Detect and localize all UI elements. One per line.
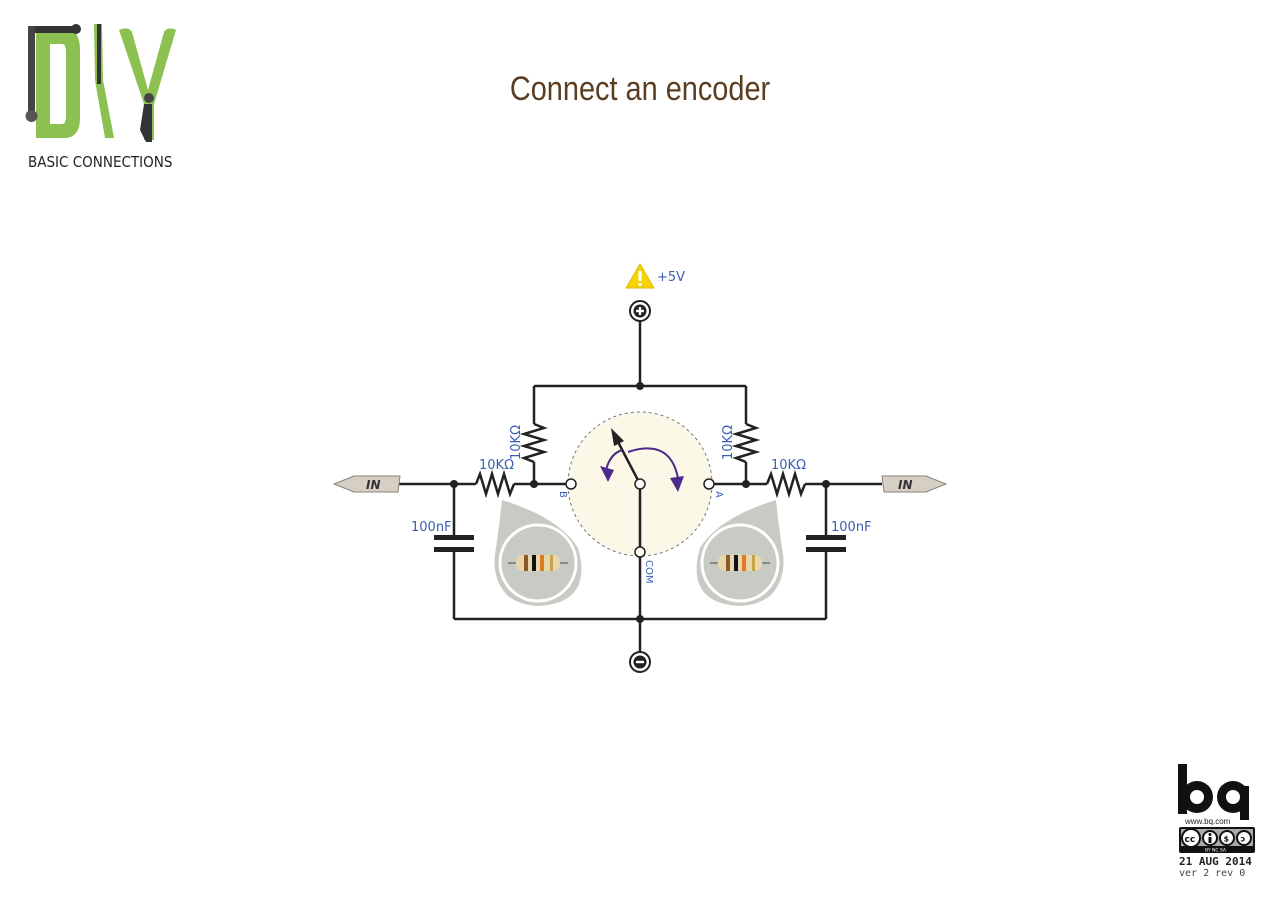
diy-tools-icon [25, 24, 176, 142]
warning-icon [625, 263, 655, 289]
svg-text:BY NC SA: BY NC SA [1205, 848, 1227, 854]
input-arrow-right: IN [881, 475, 948, 493]
logo-subtitle: BASIC CONNECTIONS [28, 153, 173, 171]
input-arrow-left: IN [332, 475, 401, 493]
svg-text:$: $ [1224, 835, 1230, 844]
plus-terminal-icon [629, 300, 651, 322]
svg-text:IN: IN [366, 478, 381, 492]
cap-right-label: 100nF [831, 520, 872, 535]
diy-logo: BASIC CONNECTIONS [24, 20, 184, 180]
svg-text:cc: cc [1185, 835, 1196, 845]
release-date: 21 AUG 2014 [1179, 855, 1252, 868]
bq-url: www.bq.com [1185, 817, 1231, 826]
pullup-right-label: 10KΩ [721, 425, 736, 460]
version-label: ver 2 rev 0 [1179, 868, 1246, 879]
cc-license-icon: cc $ ↄ BY NC SA [1179, 827, 1255, 853]
svg-text:ↄ: ↄ [1241, 835, 1246, 844]
series-resistor-right-label: 10KΩ [771, 458, 806, 473]
pin-b-label: B [557, 491, 568, 498]
resistor-callout-right [696, 500, 784, 606]
supply-label: +5V [657, 270, 685, 285]
pin-a-label: A [713, 491, 724, 498]
series-resistor-left-label: 10KΩ [479, 458, 514, 473]
pullup-left-label: 10KΩ [509, 425, 524, 460]
bq-footer: www.bq.com cc $ ↄ BY NC SA 21 AUG 2014 v… [1170, 760, 1265, 885]
svg-text:IN: IN [898, 478, 913, 492]
pin-com-label: COM [643, 560, 654, 583]
minus-terminal-icon [629, 651, 651, 673]
resistor-callout-left [494, 500, 582, 606]
bq-logo-icon [1178, 764, 1249, 820]
cap-left-label: 100nF [411, 520, 452, 535]
page-title: Connect an encoder [509, 70, 771, 108]
rotary-encoder-symbol [565, 411, 715, 558]
